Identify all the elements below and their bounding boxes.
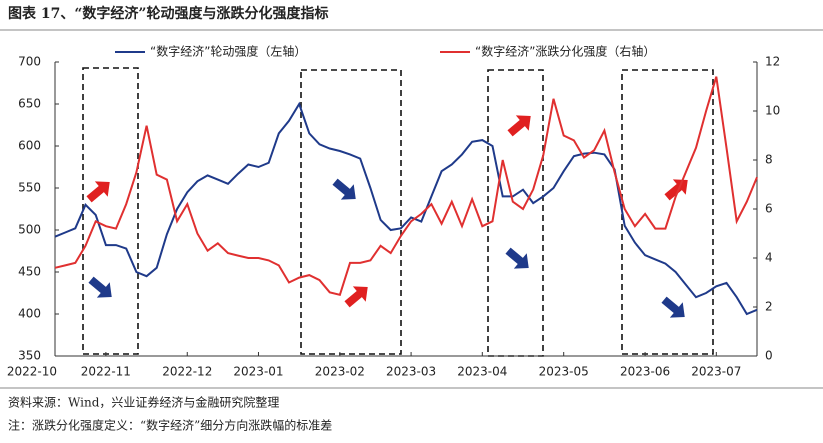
up-arrow [344,286,368,308]
x-tick-label: 2023-05 [539,365,589,379]
y-tick-label: 550 [18,181,41,195]
x-tick-label: 2023-03 [386,365,436,379]
series-line [54,76,758,296]
y2-tick-label: 10 [765,104,780,118]
up-arrow [664,179,688,201]
source: 资料来源：Wind，兴业证券经济与金融研究院整理 [8,395,279,410]
down-arrow [88,276,112,298]
x-tick-label: 2023-01 [233,365,283,379]
highlight-box [487,69,544,357]
series-line [54,101,758,316]
legend-label: “数字经济”轮动强度（左轴） [150,44,306,59]
x-tick-label: 2023-06 [620,365,670,379]
down-arrow [661,296,685,318]
y2-tick-label: 4 [765,251,773,265]
down-arrow [332,178,356,200]
up-arrow [86,181,110,203]
y2-tick-label: 12 [765,55,780,69]
highlight-box [300,69,402,355]
chart-title: 图表 17、“数字经济”轮动强度与涨跌分化强度指标 [8,5,328,22]
x-tick-label: 2022-12 [162,365,212,379]
arrows [86,115,688,318]
legend-label: “数字经济”涨跌分化强度（右轴） [475,44,655,59]
up-arrow [507,115,531,137]
y-tick-label: 400 [18,307,41,321]
x-tick-label: 2022-10 [7,365,57,379]
x-tick-label: 2023-02 [315,365,365,379]
y2-tick-label: 2 [765,300,773,314]
y-tick-label: 500 [18,223,41,237]
x-tick-label: 2022-11 [81,365,131,379]
y2-tick-label: 6 [765,202,773,216]
y-tick-label: 350 [18,349,41,363]
highlight-box [621,69,714,355]
y-tick-label: 700 [18,55,41,69]
x-tick-label: 2023-07 [691,365,741,379]
note: 注：涨跌分化强度定义：“数字经济”细分方向涨跌幅的标准差 [8,418,332,433]
y-tick-label: 650 [18,97,41,111]
down-arrow [505,247,529,269]
y-tick-label: 600 [18,139,41,153]
y2-tick-label: 8 [765,153,773,167]
y-tick-label: 450 [18,265,41,279]
x-tick-label: 2023-04 [457,365,507,379]
y2-tick-label: 0 [765,349,773,363]
